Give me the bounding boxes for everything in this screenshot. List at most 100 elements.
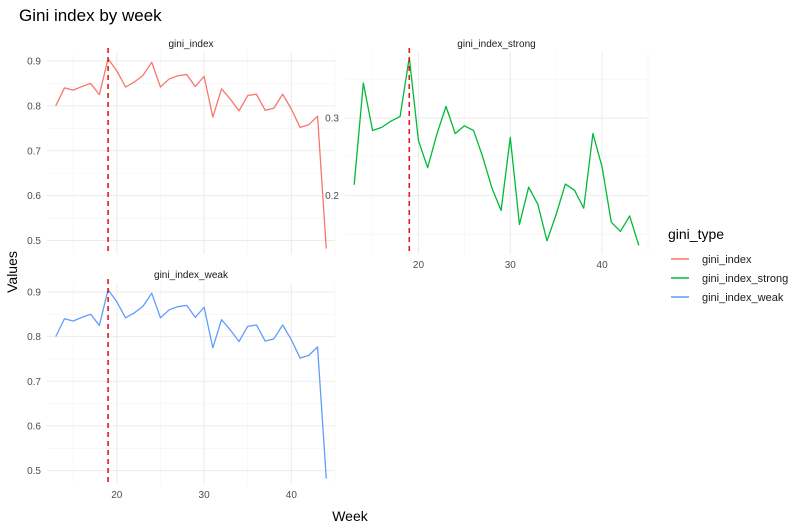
data-point [546,240,547,241]
panel-strip-label: gini_index [168,39,213,50]
data-point [611,222,612,223]
data-point [445,106,446,107]
data-point [372,130,373,131]
data-point [363,82,364,83]
y-tick-label: 0.5 [27,236,41,247]
data-point [116,70,117,71]
data-point [565,183,566,184]
data-point [160,317,161,318]
x-tick-label: 40 [286,490,298,501]
data-point [308,124,309,125]
series-line [55,58,327,249]
data-point [64,318,65,319]
data-point [500,210,501,211]
data-point [519,224,520,225]
data-point [142,306,143,307]
data-point [203,76,204,77]
y-tick-label: 0.5 [27,466,41,477]
data-point [230,99,231,100]
data-point [238,341,239,342]
data-point [510,137,511,138]
panel-gini-index-strong: gini_index_strong 0.2 0.3 20 30 40 [325,39,649,271]
data-point [291,108,292,109]
data-point [282,324,283,325]
data-point [354,184,355,185]
data-point [620,231,621,232]
data-point [238,110,239,111]
data-point [265,110,266,111]
data-point [418,140,419,141]
data-point [64,87,65,88]
data-point [81,86,82,87]
data-point [134,81,135,82]
x-axis-title: Week [332,508,369,524]
data-point [195,86,196,87]
data-point [221,88,222,89]
data-point [455,133,456,134]
data-point [134,312,135,313]
data-point [528,187,529,188]
data-point [273,338,274,339]
data-point [482,156,483,157]
data-point [73,90,74,91]
data-point [265,340,266,341]
data-point [427,167,428,168]
data-point [491,187,492,188]
y-axis-title: Values [4,251,20,293]
x-tick-label: 20 [413,260,425,271]
data-point [390,121,391,122]
data-point [195,317,196,318]
series-line [55,289,327,479]
data-point [256,324,257,325]
data-point [282,94,283,95]
data-point [247,95,248,96]
data-point [116,301,117,302]
y-tick-label: 0.2 [325,191,339,202]
data-point [90,83,91,84]
data-point [186,74,187,75]
data-point [326,478,327,479]
x-tick-label: 30 [199,490,211,501]
data-point [473,130,474,131]
data-point [629,215,630,216]
data-point [256,94,257,95]
y-tick-label: 0.9 [27,56,41,67]
data-point [574,190,575,191]
data-point [556,214,557,215]
data-point [125,317,126,318]
data-point [73,320,74,321]
data-point [299,127,300,128]
data-point [221,319,222,320]
panel-strip-label: gini_index_weak [154,270,229,281]
data-point [169,78,170,79]
data-point [81,317,82,318]
data-point [247,326,248,327]
panel-gini-index-weak: gini_index_weak 0.5 0.6 0.7 0.8 0.9 20 30 40 [27,270,336,501]
data-point [169,309,170,310]
panel-gini-index: gini_index 0.5 0.6 0.7 0.8 0.9 [27,39,336,254]
data-point [125,86,126,87]
data-point [638,245,639,246]
data-point [151,62,152,63]
x-tick-label: 40 [597,260,609,271]
data-point [186,305,187,306]
data-point [177,75,178,76]
chart-title: Gini index by week [19,6,162,25]
data-point [99,325,100,326]
data-point [212,347,213,348]
data-point [230,329,231,330]
data-point [291,339,292,340]
panel-strip-label: gini_index_strong [457,39,535,50]
y-tick-label: 0.3 [325,114,339,125]
legend: gini_type gini_index gini_index_stronggin… [668,226,788,304]
data-point [212,116,213,117]
y-tick-label: 0.6 [27,421,41,432]
legend-label: gini_index_strong [702,273,788,285]
data-point [203,307,204,308]
legend-title: gini_type [668,226,724,242]
y-tick-label: 0.7 [27,377,41,388]
legend-label: gini_index [702,254,752,266]
data-point [273,108,274,109]
y-tick-label: 0.9 [27,287,41,298]
data-point [55,105,56,106]
